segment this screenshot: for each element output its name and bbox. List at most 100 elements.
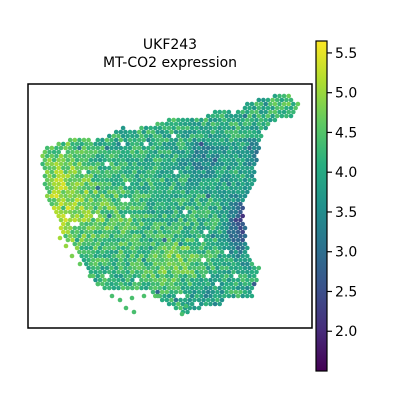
- spot: [254, 141, 259, 147]
- spot: [118, 201, 124, 207]
- spot: [256, 105, 262, 111]
- spot: [261, 97, 266, 103]
- spot: [148, 157, 153, 163]
- spot: [231, 221, 236, 227]
- spot: [173, 217, 179, 223]
- spot: [173, 161, 179, 167]
- spot: [102, 157, 107, 163]
- spot: [187, 177, 193, 183]
- spot: [70, 181, 75, 187]
- spot: [203, 133, 209, 139]
- spot: [88, 149, 94, 155]
- spot: [212, 117, 218, 123]
- spot: [180, 205, 186, 211]
- spot: [146, 193, 151, 199]
- spot: [153, 149, 158, 155]
- spot: [205, 265, 211, 271]
- spot: [189, 165, 195, 171]
- spot: [196, 145, 202, 151]
- spot: [136, 249, 142, 255]
- spot: [162, 133, 167, 139]
- spot: [127, 249, 133, 255]
- spot: [249, 109, 255, 115]
- spot: [208, 301, 213, 307]
- spot: [205, 169, 211, 175]
- spot: [242, 137, 248, 143]
- spot: [157, 197, 163, 203]
- spot: [74, 189, 80, 195]
- spot: [212, 197, 218, 203]
- spot: [238, 265, 243, 271]
- spot: [116, 165, 121, 171]
- spot: [194, 157, 199, 163]
- spot: [187, 265, 193, 271]
- spot: [166, 245, 172, 251]
- spot: [279, 105, 285, 111]
- spot: [286, 93, 292, 99]
- spot: [231, 205, 236, 211]
- spot: [178, 217, 183, 223]
- spot: [178, 249, 183, 255]
- spot: [178, 265, 183, 271]
- spot: [67, 201, 73, 207]
- spot: [84, 237, 89, 243]
- spot: [240, 245, 245, 251]
- spot: [173, 273, 179, 279]
- spot: [169, 289, 174, 295]
- spot: [199, 293, 204, 299]
- spot: [180, 269, 186, 275]
- spot: [79, 245, 84, 251]
- spot: [166, 125, 172, 131]
- spot: [210, 209, 216, 215]
- spot: [90, 193, 96, 199]
- spot: [226, 133, 232, 139]
- spot: [222, 269, 227, 275]
- spot: [238, 177, 243, 183]
- spot: [238, 145, 243, 151]
- spot: [123, 249, 128, 255]
- spot: [141, 241, 147, 247]
- spot: [51, 157, 57, 163]
- spot: [242, 121, 248, 127]
- spot: [180, 277, 186, 283]
- spot: [54, 177, 59, 183]
- spot: [182, 233, 188, 239]
- spot: [79, 213, 84, 219]
- spot: [120, 213, 126, 219]
- spot: [164, 265, 170, 271]
- spot: [111, 181, 117, 187]
- spot: [240, 149, 245, 155]
- spot: [81, 233, 87, 239]
- spot: [178, 177, 183, 183]
- spot: [189, 221, 195, 227]
- spot: [118, 265, 124, 271]
- spot: [217, 277, 222, 283]
- spot: [245, 117, 250, 123]
- spot: [61, 205, 66, 211]
- spot: [169, 129, 174, 135]
- spot: [97, 237, 103, 243]
- spot: [134, 133, 140, 139]
- spot: [61, 157, 66, 163]
- spot: [228, 145, 234, 151]
- spot: [194, 277, 199, 283]
- spot: [130, 269, 135, 275]
- spot: [100, 225, 105, 231]
- spot: [176, 173, 181, 179]
- spot: [95, 233, 101, 239]
- spot: [143, 133, 149, 139]
- spot: [187, 121, 193, 127]
- spot: [107, 173, 112, 179]
- spot: [159, 225, 165, 231]
- spot: [118, 217, 124, 223]
- spot: [47, 189, 52, 195]
- spot: [199, 205, 204, 211]
- spot: [72, 225, 78, 231]
- spot: [228, 289, 234, 295]
- spot: [42, 165, 48, 171]
- spot: [102, 261, 107, 267]
- spot: [212, 301, 218, 307]
- spot: [153, 205, 158, 211]
- spot: [120, 277, 126, 283]
- spot: [235, 269, 241, 275]
